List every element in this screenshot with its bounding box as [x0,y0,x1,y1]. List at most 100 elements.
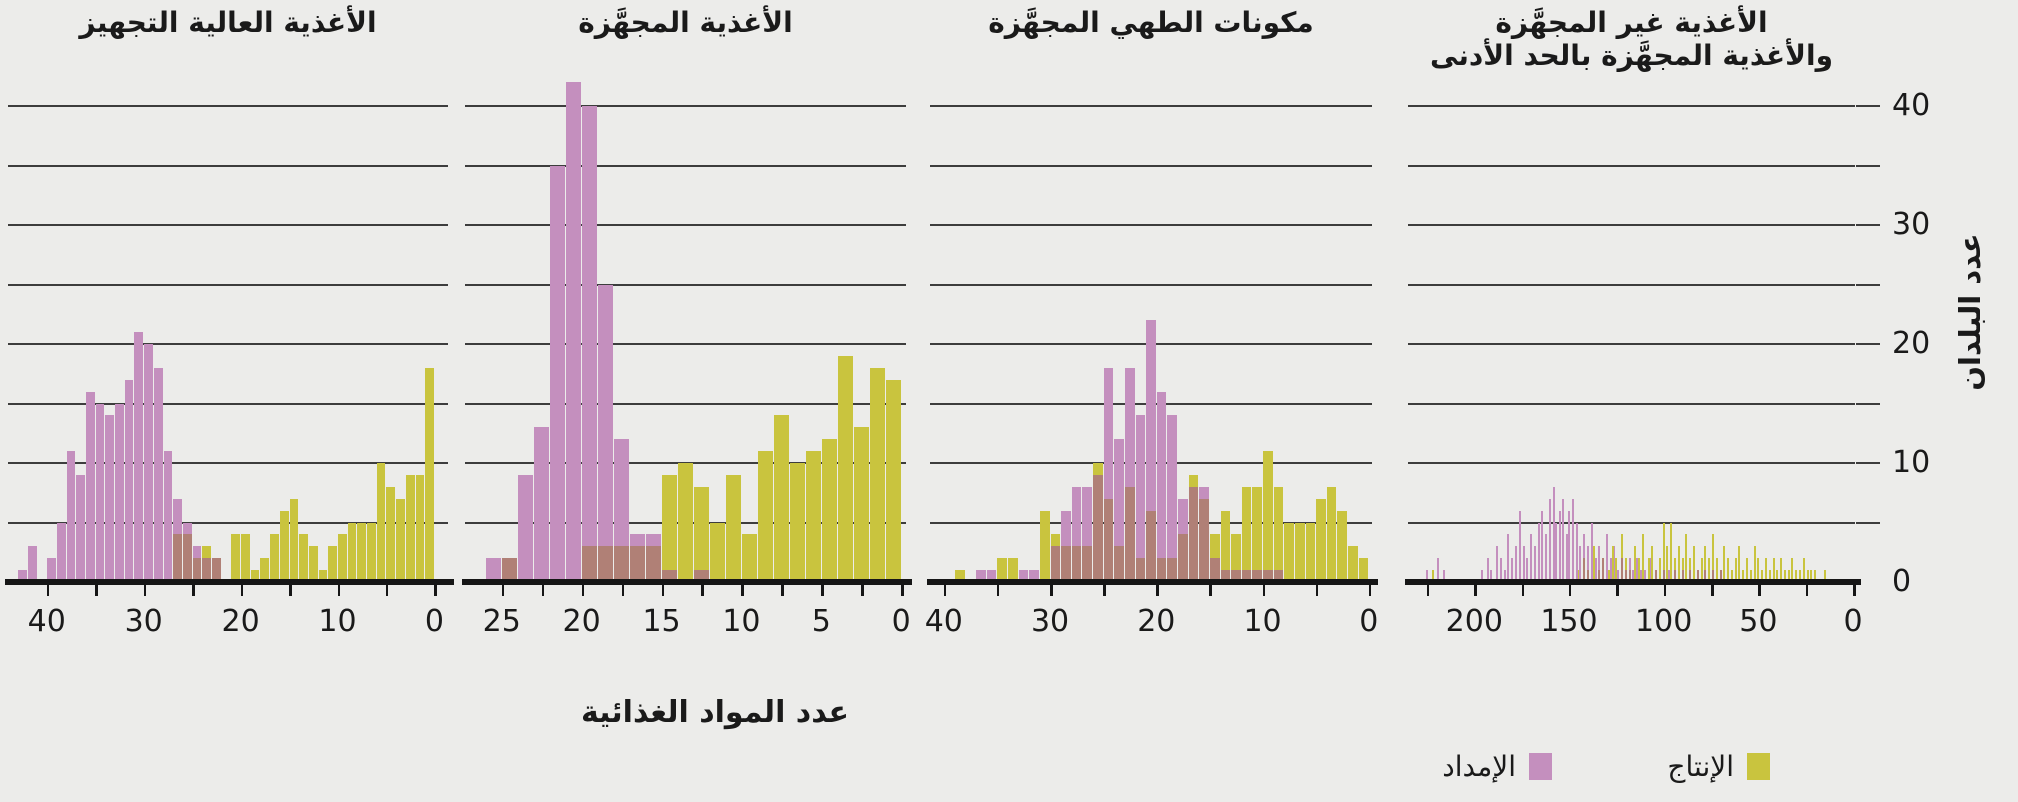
bar-production [1658,558,1661,582]
legend-item-supply: الإمداد [1442,750,1552,783]
x-tick [1368,585,1372,596]
bar-production [396,498,405,582]
y-tick [1856,105,1880,107]
x-tick [192,585,195,596]
bar-overlap [1241,570,1252,582]
x-tick-label: 40 [924,604,963,639]
bar-production [1651,546,1654,582]
bar-overlap [1135,558,1146,582]
y-tick [1856,462,1880,464]
bar-supply [1124,367,1135,487]
x-tick-label: 30 [124,604,163,639]
bar-production [202,546,212,559]
bar-supply [66,451,76,582]
bar-supply [134,332,144,582]
panel-processed-foods: الأغذية المجهَّزة 25 20 15 10 5 0 [462,0,912,802]
bar-supply [566,82,582,582]
bar-production [757,451,773,582]
x-tick [701,585,704,596]
x-tick [943,585,947,596]
bar-supply [1029,570,1039,582]
plot-area [930,105,1372,582]
bar-supply [1442,570,1445,582]
bar-supply [182,522,192,535]
bar-supply [1135,415,1146,559]
bar-production [328,546,337,582]
x-tick [581,585,585,596]
x-tick-label: 50 [1739,604,1778,639]
bar-overlap [1273,570,1284,582]
y-tick [1856,521,1880,524]
panel-title-line: الأغذية العالية التجهيز [79,6,377,39]
gridline [1408,521,1855,524]
bar-supply [986,570,997,582]
bar-production [1742,570,1745,582]
gridline [1408,462,1855,464]
x-axis-line [927,579,1378,585]
x-tick [1711,585,1714,596]
bar-supply [1507,534,1510,582]
bar-production [1768,570,1771,582]
bar-production [1814,570,1817,582]
bar-production [821,439,837,582]
x-tick [1853,585,1856,596]
bar-supply [27,546,37,582]
x-tick-label: 200 [1445,604,1503,639]
bar-supply [1526,558,1529,582]
bar-production [1209,534,1220,559]
bar-supply [1649,558,1652,582]
bar-production [1810,570,1813,582]
bar-production [1689,558,1692,571]
bar-overlap [646,546,662,582]
x-tick [1426,585,1430,596]
bar-overlap [1093,474,1103,582]
bar-supply [1583,534,1586,559]
bar-supply [1594,558,1597,582]
gridline [8,521,448,524]
bar-production [1776,570,1779,582]
bar-production [1284,522,1294,582]
bar-production [367,522,376,582]
gridline [465,224,906,226]
x-tick-label: 20 [562,604,601,639]
bar-supply [1566,534,1569,582]
x-tick-label: 20 [1137,604,1176,639]
x-tick [1474,585,1477,596]
bar-supply [115,403,124,582]
x-tick [385,585,389,596]
bar-overlap [1696,570,1699,582]
bar-supply [1632,570,1635,582]
bar-supply [1530,534,1533,582]
bar-production [1611,546,1614,582]
bar-supply [1425,570,1428,582]
bar-supply [582,106,598,547]
bar-production [260,558,270,582]
bar-supply [1643,570,1646,582]
x-tick [95,585,98,596]
bar-overlap [1071,546,1082,582]
bar-overlap [1628,570,1631,582]
bar-production [1666,546,1669,582]
x-tick [1315,585,1319,596]
bar-supply [1567,510,1570,582]
bar-supply [1590,522,1593,582]
bar-overlap [1624,570,1627,582]
bar-production [693,486,709,571]
y-tick-label: 10 [1892,445,1931,480]
bar-production [1764,558,1767,582]
x-tick-label: 40 [27,604,66,639]
bar-production [853,427,869,582]
gridline [465,283,906,286]
bar-overlap [1583,558,1586,582]
bar-supply [1522,546,1525,582]
gridline [465,105,906,107]
bar-production [1753,546,1756,582]
bar-supply [163,451,173,582]
bar-production [1039,510,1050,582]
bar-production [425,367,434,582]
bar-supply [1537,522,1540,582]
bar-supply [518,474,534,582]
bar-production [1749,570,1752,582]
bar-production [1727,558,1730,582]
panel-title: الأغذية المجهَّزة [465,6,906,39]
